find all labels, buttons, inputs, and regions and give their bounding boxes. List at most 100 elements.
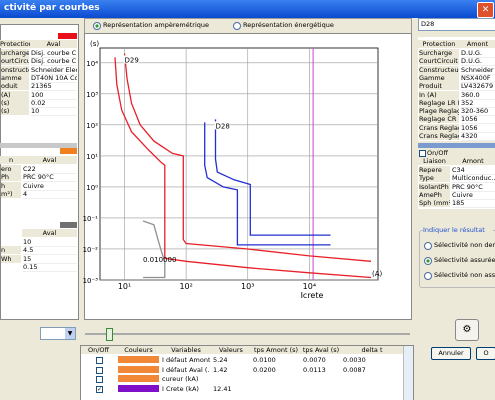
row-value: 4 [23, 190, 77, 199]
row-checkbox[interactable] [96, 366, 103, 374]
row-label: Plage Reglage L... [419, 107, 459, 116]
scrollbar [403, 346, 413, 400]
slider-thumb[interactable] [106, 328, 113, 341]
row-checkbox[interactable] [96, 357, 103, 364]
value-cell: 0.0030 [343, 356, 366, 364]
y-tick-label: 10² [86, 122, 98, 130]
row-value: 10 [23, 238, 77, 247]
table-header: Aval [30, 40, 77, 48]
representation-radio[interactable] [233, 22, 241, 30]
curve-label: D29 [125, 56, 139, 64]
row-checkbox[interactable]: ✓ [96, 385, 103, 393]
x-tick-label: 10³ [241, 282, 254, 291]
value-cell: 0.0100 [253, 356, 276, 364]
row-label: oduit [1, 82, 29, 91]
slider-track [85, 333, 410, 335]
close-button[interactable]: ✕ [477, 2, 494, 18]
dropdown[interactable]: ▼ [40, 327, 76, 340]
table-header: n [0, 156, 22, 164]
curve [123, 53, 372, 262]
column-header: tps Aval (s) [301, 346, 342, 354]
annotation: 0.010000 [143, 256, 176, 264]
row-label: h [1, 181, 21, 190]
result-label: Sélectivité assurée [434, 256, 495, 264]
row-label: Crans Reglage C... [419, 123, 459, 132]
button[interactable]: Annuler [431, 347, 471, 360]
row-label: (s) [1, 98, 29, 107]
icon-button[interactable]: ⚙ [455, 319, 479, 341]
table-header: Aval [22, 156, 77, 164]
title-bar: ctivité par courbes ✕ [0, 0, 495, 18]
column-header: On/Off [81, 346, 117, 354]
color-swatch [118, 365, 159, 373]
table-header: Amont [460, 40, 495, 48]
row-value: C34 [452, 166, 495, 175]
value-cell: 0.0087 [343, 365, 366, 374]
curve-label: D28 [216, 122, 230, 130]
table-header: Amont [451, 157, 495, 165]
row-label: Constructeur [419, 65, 459, 74]
window-title: ctivité par courbes [4, 3, 100, 13]
row-label: Gamme [419, 73, 459, 82]
checkbox-label: On/Off [427, 149, 449, 157]
row-label: Wh [1, 254, 21, 263]
representation-radio[interactable] [93, 22, 101, 30]
row-label: Crans Reglage L... [419, 132, 459, 140]
y-tick-label: 10¹ [86, 153, 98, 161]
row-value: LV432679 [461, 82, 495, 92]
row-value: 360.0 [461, 91, 495, 100]
y-tick-label: 10⁴ [86, 60, 98, 68]
row-label: (A) [1, 90, 29, 99]
row-value: D.U.G. [461, 49, 495, 58]
curve [142, 220, 166, 279]
row-value: Cuivre [452, 191, 495, 200]
x-unit: (A) [372, 270, 383, 278]
column-header: Valeurs [211, 346, 252, 354]
result-radio[interactable] [424, 272, 432, 280]
row-checkbox[interactable] [96, 376, 103, 383]
variables-table: On/Off Couleurs Variables Valeurs tps Amont … [80, 345, 414, 400]
checkbox[interactable] [419, 150, 426, 157]
row-value: Multiconduc... [452, 174, 495, 184]
x-axis-title: Icrete [301, 291, 324, 300]
value-cell: 0.0070 [303, 356, 326, 364]
row-value: DT40N 10A Cou... [31, 74, 77, 83]
row-label: Ph [1, 173, 21, 182]
row-label: amme [1, 73, 29, 82]
row-value: D.U.G. [461, 57, 495, 67]
button[interactable]: O [476, 347, 495, 360]
status-bar [418, 143, 495, 148]
status-bar [58, 33, 77, 39]
row-label: urcharge [1, 49, 29, 57]
row-value: 4320 [461, 132, 495, 141]
row-value: 4.5 [23, 246, 77, 256]
y-tick-label: 10⁻¹ [83, 215, 99, 223]
y-unit: (s) [90, 40, 99, 48]
status-bar [60, 148, 77, 154]
value-cell: 1.42 [213, 365, 228, 374]
row-label: CourtCircuit [419, 57, 459, 66]
row-value: PRC 90°C [23, 173, 77, 183]
x-tick-label: 10⁴ [303, 282, 316, 291]
row-label: ourtCircuit [1, 57, 29, 66]
y-tick-label: 10⁰ [86, 184, 98, 192]
table-header: Aval [22, 229, 77, 237]
result-radio[interactable] [424, 257, 432, 265]
row-label: ero [1, 165, 21, 173]
row-value: 185 [452, 199, 495, 209]
row-label: Sph (mm²) [419, 199, 450, 208]
row-value: Disj. courbe C [31, 49, 77, 58]
row-value: Cuivre [23, 182, 77, 191]
row-value: Schneider Electric [31, 65, 77, 75]
result-radio[interactable] [424, 242, 432, 250]
variable-name: I Crete (kA) [162, 384, 199, 393]
row-value: 15 [23, 255, 77, 264]
row-label: IsolantPh [419, 182, 450, 191]
value-cell: 0.0200 [253, 365, 276, 374]
curve [214, 119, 331, 236]
curve [204, 122, 331, 246]
row-value: Schneider [461, 65, 495, 75]
row-label: n [1, 246, 21, 255]
